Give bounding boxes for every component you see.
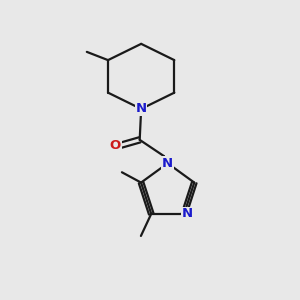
Text: N: N [182,207,193,220]
Text: N: N [162,157,173,170]
Text: O: O [110,139,121,152]
Text: N: N [136,102,147,116]
